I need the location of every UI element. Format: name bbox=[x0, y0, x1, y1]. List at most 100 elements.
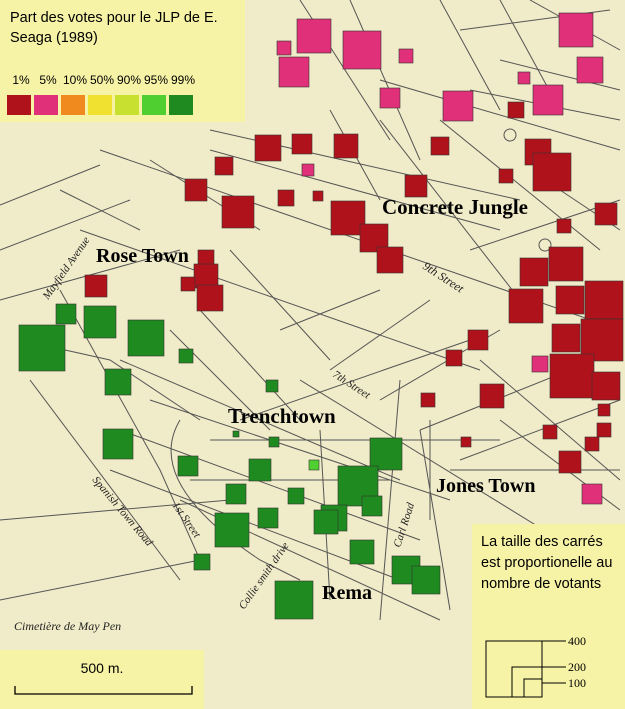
polling-station-square bbox=[555, 285, 585, 315]
legend-swatch-5pct bbox=[34, 95, 58, 115]
polling-station-square bbox=[445, 349, 463, 367]
polling-station-square bbox=[287, 487, 305, 505]
size-label-100: 100 bbox=[568, 676, 586, 690]
polling-station-square bbox=[127, 319, 165, 357]
polling-station-square bbox=[265, 379, 279, 393]
scale-bar-box: 500 m. bbox=[0, 650, 204, 709]
polling-station-square bbox=[594, 202, 618, 226]
polling-station-square bbox=[584, 436, 600, 452]
polling-station-square bbox=[508, 288, 544, 324]
polling-station-square bbox=[379, 87, 401, 109]
polling-station-square bbox=[349, 539, 375, 565]
polling-station-square bbox=[102, 428, 134, 460]
polling-station-square bbox=[398, 48, 414, 64]
legend-swatch-99pct bbox=[169, 95, 193, 115]
polling-station-square bbox=[257, 507, 279, 529]
polling-station-square bbox=[507, 101, 525, 119]
polling-station-square bbox=[301, 163, 315, 177]
place-label-rose-town: Rose Town bbox=[96, 245, 189, 267]
polling-station-square bbox=[104, 368, 132, 396]
polling-station-square bbox=[558, 12, 594, 48]
size-square-200 bbox=[511, 666, 543, 698]
legend-category-label: 50% bbox=[89, 73, 115, 87]
polling-station-square bbox=[584, 280, 624, 320]
polling-station-square bbox=[460, 436, 472, 448]
size-legend-text: La taille des carrés est proportionelle … bbox=[481, 534, 613, 592]
legend-category-label: 99% bbox=[170, 73, 196, 87]
polling-station-square bbox=[184, 178, 208, 202]
polling-station-square bbox=[558, 450, 582, 474]
polling-station-square bbox=[296, 18, 332, 54]
place-label-concrete-jungle: Concrete Jungle bbox=[382, 195, 528, 219]
legend-swatch-50pct bbox=[88, 95, 112, 115]
legend-category-label: 95% bbox=[143, 73, 169, 87]
polling-station-square bbox=[83, 305, 117, 339]
polling-station-square bbox=[597, 403, 611, 417]
legend-title: Part des votes pour le JLP de E. Seaga (… bbox=[10, 10, 218, 46]
polling-station-square bbox=[420, 392, 436, 408]
place-label-trenchtown: Trenchtown bbox=[228, 404, 336, 428]
polling-station-square bbox=[225, 483, 247, 505]
polling-station-square bbox=[532, 84, 564, 116]
polling-station-square bbox=[84, 274, 108, 298]
polling-station-square bbox=[308, 459, 320, 471]
polling-station-square bbox=[232, 430, 240, 438]
polling-station-square bbox=[221, 195, 255, 229]
polling-station-square bbox=[193, 553, 211, 571]
polling-station-square bbox=[276, 40, 292, 56]
legend-category-label: 10% bbox=[62, 73, 88, 87]
legend-swatch-1pct bbox=[7, 95, 31, 115]
polling-station-square bbox=[330, 200, 366, 236]
polling-station-square bbox=[596, 422, 612, 438]
polling-station-square bbox=[548, 246, 584, 282]
polling-station-square bbox=[18, 324, 66, 372]
legend-category-labels: 1% 5% 10% 50% 90% 95% 99% bbox=[8, 73, 197, 87]
legend-swatches bbox=[7, 95, 196, 120]
polling-station-square bbox=[556, 218, 572, 234]
polling-station-square bbox=[551, 323, 581, 353]
polling-station-square bbox=[214, 512, 250, 548]
legend-category-label: 90% bbox=[116, 73, 142, 87]
scale-bar bbox=[14, 686, 193, 695]
polling-station-square bbox=[254, 134, 282, 162]
polling-station-square bbox=[442, 90, 474, 122]
polling-station-square bbox=[274, 580, 314, 620]
polling-station-square bbox=[180, 276, 196, 292]
polling-station-square bbox=[479, 383, 505, 409]
polling-station-square bbox=[361, 495, 383, 517]
cemetery-label: Cimetière de May Pen bbox=[14, 619, 121, 633]
size-legend: La taille des carrés est proportionelle … bbox=[472, 524, 625, 709]
polling-station-square bbox=[430, 136, 450, 156]
legend-category-label: 1% bbox=[12, 73, 30, 87]
polling-station-square bbox=[376, 246, 404, 274]
polling-station-square bbox=[581, 483, 603, 505]
polling-station-square bbox=[278, 56, 310, 88]
polling-station-square bbox=[291, 133, 313, 155]
polling-station-square bbox=[369, 437, 403, 471]
polling-station-square bbox=[277, 189, 295, 207]
legend-swatch-95pct bbox=[142, 95, 166, 115]
polling-station-square bbox=[591, 371, 621, 401]
polling-station-square bbox=[467, 329, 489, 351]
legend-category-label: 5% bbox=[39, 73, 57, 87]
polling-station-square bbox=[55, 303, 77, 325]
polling-station-square bbox=[342, 30, 382, 70]
polling-station-square bbox=[532, 152, 572, 192]
polling-station-square bbox=[196, 284, 224, 312]
legend-swatch-10pct bbox=[61, 95, 85, 115]
polling-station-square bbox=[549, 353, 595, 399]
polling-stations bbox=[18, 12, 624, 620]
polling-station-square bbox=[177, 455, 199, 477]
size-square-100 bbox=[523, 678, 543, 698]
polling-station-square bbox=[178, 348, 194, 364]
polling-station-square bbox=[542, 424, 558, 440]
polling-station-square bbox=[312, 190, 324, 202]
place-label-rema: Rema bbox=[322, 582, 372, 604]
polling-station-square bbox=[248, 458, 272, 482]
scale-bar-line bbox=[14, 686, 193, 695]
place-label-jones-town: Jones Town bbox=[436, 475, 536, 497]
size-legend-squares: 400 200 100 bbox=[485, 634, 586, 698]
polling-station-square bbox=[313, 509, 339, 535]
size-square-400 bbox=[485, 640, 543, 698]
